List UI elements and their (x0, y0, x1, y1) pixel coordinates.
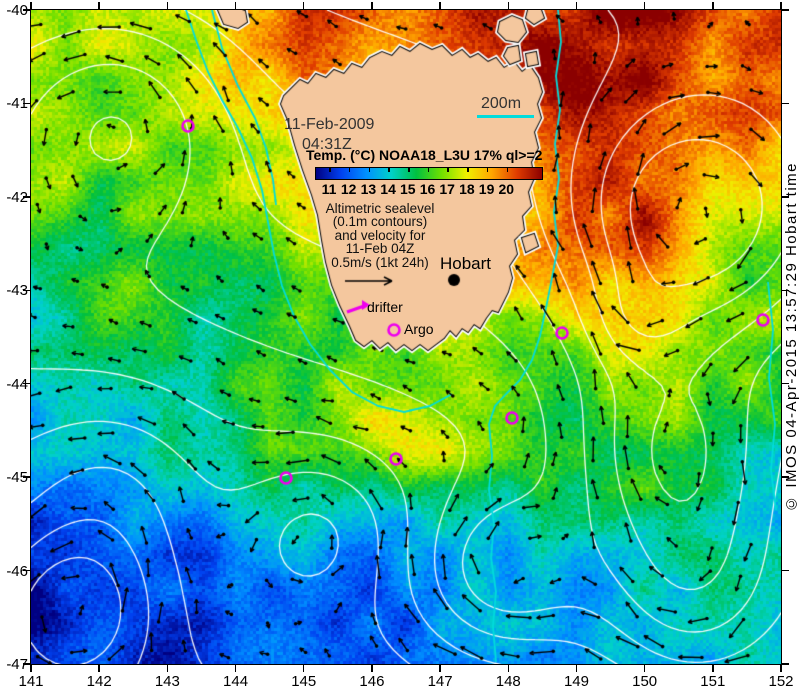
x-axis-tick (234, 665, 237, 672)
x-axis-tick-label: 151 (700, 673, 726, 690)
y-axis-tick (782, 102, 789, 105)
x-axis-tick-label: 150 (632, 673, 658, 690)
x-axis-tick-label: 146 (359, 673, 385, 690)
y-axis-tick (23, 663, 30, 665)
y-axis-tick (782, 382, 789, 385)
colorbar-tick (467, 168, 469, 172)
x-axis-tick-label: 149 (563, 673, 589, 690)
x-axis-tick-label: 145 (291, 673, 317, 690)
drifter-label: drifter (367, 299, 403, 315)
x-axis-tick (575, 665, 578, 672)
x-axis-tick-label: 148 (495, 673, 521, 690)
x-axis-tick (166, 665, 169, 672)
y-axis-tick (23, 9, 30, 11)
x-axis-tick (507, 2, 510, 9)
x-axis-tick (30, 665, 32, 672)
product-title: Temp. (°C) NOAA18_L3U 17% ql>=2 (306, 147, 543, 163)
altimetry-note-line: 0.5m/s (1kt 24h) (331, 254, 429, 270)
temperature-colorbar (315, 167, 543, 180)
colorbar-tick (506, 168, 509, 172)
x-axis-tick (371, 2, 373, 9)
colorbar-tick (427, 168, 430, 172)
y-axis-tick-label: -43 (6, 282, 28, 300)
x-axis-tick (643, 665, 646, 672)
colorbar-tick (447, 168, 449, 172)
x-axis-tick (643, 2, 646, 9)
y-axis-tick-label: -46 (6, 562, 28, 580)
x-axis-tick (780, 2, 782, 9)
x-axis-tick-label: 144 (223, 673, 249, 690)
colorbar-tick-label: 15 (400, 181, 416, 197)
x-axis-tick-label: 141 (18, 673, 44, 690)
y-axis-tick (782, 196, 789, 198)
y-axis-tick-label: -41 (6, 95, 28, 113)
y-axis-tick (23, 196, 30, 198)
y-axis-tick (23, 569, 30, 572)
x-axis-tick (712, 2, 714, 9)
x-axis-tick (234, 2, 237, 9)
y-axis-tick (782, 569, 789, 572)
altimetry-note-line: and velocity for (334, 227, 426, 243)
y-axis-tick-label: -42 (6, 188, 28, 206)
y-axis-tick (23, 289, 30, 292)
colorbar-tick-label: 16 (419, 181, 436, 197)
x-axis-tick (712, 665, 714, 672)
y-axis-tick (23, 102, 30, 105)
y-axis-tick (782, 9, 789, 11)
depth-contour-label: 200m (481, 95, 522, 112)
y-axis-tick-label: -45 (6, 469, 28, 487)
colorbar-tick-label: 13 (360, 181, 377, 197)
colorbar-tick-label: 19 (478, 181, 495, 197)
sst-map-canvas (31, 10, 781, 664)
x-axis-tick (439, 2, 441, 9)
x-axis-tick-label: 152 (768, 673, 794, 690)
y-axis-tick (782, 663, 789, 665)
observation-time: 04:31Z (302, 136, 352, 153)
colorbar-tick (388, 168, 390, 172)
x-axis-tick-label: 143 (154, 673, 180, 690)
depth-contour-sample-line (477, 115, 534, 118)
y-axis-tick (23, 476, 30, 478)
colorbar-tick-label: 11 (321, 181, 337, 197)
x-axis-tick (98, 665, 100, 672)
city-label-hobart: Hobart (440, 254, 492, 273)
x-axis-tick (98, 2, 100, 9)
altimetry-note-line: 11-Feb 04Z (345, 241, 415, 257)
altimetry-note-line: (0.1m contours) (332, 214, 428, 230)
colorbar-tick (368, 168, 371, 172)
x-axis-tick (166, 2, 169, 9)
colorbar-tick (329, 168, 331, 172)
colorbar-tick-label: 20 (498, 181, 515, 197)
argo-label: Argo (404, 321, 434, 337)
y-axis-tick-label: -40 (6, 2, 28, 19)
y-axis-tick-label: -47 (6, 656, 28, 673)
copyright-text: © IMOS 04-Apr-2015 13:57:29 Hobart time (783, 162, 800, 512)
y-axis-tick (23, 382, 30, 385)
x-axis-tick (507, 665, 510, 672)
x-axis-tick-label: 147 (427, 673, 453, 690)
y-axis-tick (782, 476, 789, 478)
x-axis-tick (575, 2, 578, 9)
colorbar-tick (408, 168, 410, 172)
y-axis-tick (782, 289, 789, 292)
colorbar-tick-label: 12 (340, 181, 357, 197)
x-axis-tick (30, 2, 32, 9)
observation-date: 11-Feb-2009 (284, 116, 375, 133)
x-axis-tick-label: 142 (86, 673, 112, 690)
colorbar-tick (486, 168, 489, 172)
y-axis-tick-label: -44 (6, 375, 28, 393)
x-axis-tick (780, 665, 782, 672)
altimetry-note: Altimetric sealevel (0.1m contours) and … (302, 201, 458, 270)
colorbar-tick (348, 168, 351, 172)
colorbar-tick-label: 14 (380, 181, 396, 197)
x-axis-tick (302, 665, 305, 672)
colorbar-tick-label: 17 (439, 181, 455, 197)
x-axis-tick (371, 665, 373, 672)
altimetry-note-line: Altimetric sealevel (325, 201, 435, 216)
colorbar-tick-label: 18 (459, 181, 475, 197)
copyright-watermark: © IMOS 04-Apr-2015 13:57:29 Hobart time (783, 10, 800, 664)
x-axis-tick (302, 2, 305, 9)
x-axis-tick (439, 665, 441, 672)
